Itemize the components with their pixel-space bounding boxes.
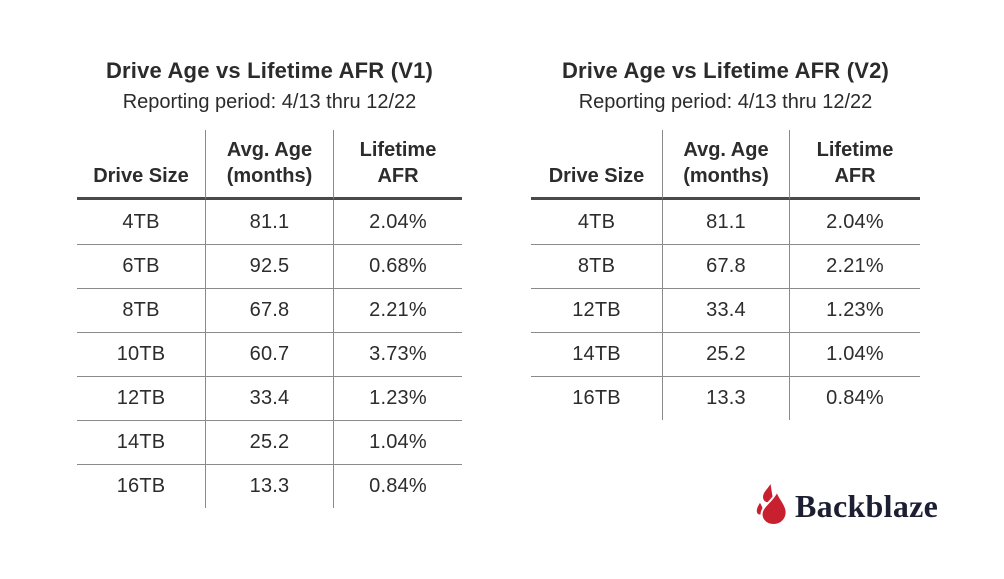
backblaze-wordmark: Backblaze — [795, 487, 939, 524]
column-header-drive-size: Drive Size — [77, 130, 206, 200]
cell-avg-age: 81.1 — [663, 200, 790, 244]
table-subtitle-v2: Reporting period: 4/13 thru 12/22 — [578, 91, 873, 113]
cell-lifetime-afr: 2.21% — [790, 244, 920, 288]
table-title-v1: Drive Age vs Lifetime AFR (V1) — [105, 58, 434, 83]
afr-table-v1: Drive Size Avg. Age (months) Lifetime AF… — [77, 130, 462, 508]
cell-drive-size: 4TB — [77, 200, 206, 244]
cell-drive-size: 12TB — [77, 376, 206, 420]
cell-avg-age: 92.5 — [206, 244, 334, 288]
cell-lifetime-afr: 3.73% — [334, 332, 462, 376]
cell-drive-size: 14TB — [531, 332, 663, 376]
cell-drive-size: 16TB — [531, 376, 663, 420]
cell-avg-age: 33.4 — [206, 376, 334, 420]
cell-lifetime-afr: 1.04% — [334, 420, 462, 464]
cell-avg-age: 13.3 — [206, 464, 334, 508]
cell-lifetime-afr: 1.23% — [334, 376, 462, 420]
cell-avg-age: 60.7 — [206, 332, 334, 376]
cell-lifetime-afr: 0.84% — [334, 464, 462, 508]
backblaze-logo: Backblaze — [751, 478, 938, 534]
column-header-lifetime-afr: Lifetime AFR — [334, 130, 462, 200]
cell-avg-age: 33.4 — [663, 288, 790, 332]
cell-lifetime-afr: 0.84% — [790, 376, 920, 420]
afr-table-v2: Drive Size Avg. Age (months) Lifetime AF… — [531, 130, 920, 420]
cell-lifetime-afr: 0.68% — [334, 244, 462, 288]
cell-avg-age: 25.2 — [663, 332, 790, 376]
cell-drive-size: 16TB — [77, 464, 206, 508]
column-header-avg-age: Avg. Age (months) — [206, 130, 334, 200]
backblaze-flame-icon — [751, 478, 788, 534]
cell-drive-size: 8TB — [531, 244, 663, 288]
cell-avg-age: 81.1 — [206, 200, 334, 244]
cell-lifetime-afr: 1.04% — [790, 332, 920, 376]
afr-table-panel-v2: Drive Age vs Lifetime AFR (V2) Reporting… — [531, 57, 920, 420]
cell-drive-size: 8TB — [77, 288, 206, 332]
table-subtitle-v1: Reporting period: 4/13 thru 12/22 — [122, 91, 417, 113]
cell-avg-age: 67.8 — [663, 244, 790, 288]
table-title-v2: Drive Age vs Lifetime AFR (V2) — [561, 58, 890, 83]
cell-avg-age: 67.8 — [206, 288, 334, 332]
cell-avg-age: 25.2 — [206, 420, 334, 464]
cell-drive-size: 12TB — [531, 288, 663, 332]
column-header-lifetime-afr: Lifetime AFR — [790, 130, 920, 200]
cell-avg-age: 13.3 — [663, 376, 790, 420]
cell-drive-size: 14TB — [77, 420, 206, 464]
column-header-avg-age: Avg. Age (months) — [663, 130, 790, 200]
afr-table-panel-v1: Drive Age vs Lifetime AFR (V1) Reporting… — [77, 57, 462, 508]
cell-drive-size: 4TB — [531, 200, 663, 244]
cell-lifetime-afr: 2.04% — [369, 210, 427, 233]
cell-drive-size: 10TB — [77, 332, 206, 376]
cell-lifetime-afr: 1.23% — [790, 288, 920, 332]
cell-drive-size: 6TB — [77, 244, 206, 288]
cell-lifetime-afr: 2.04% — [826, 210, 884, 233]
cell-lifetime-afr: 2.21% — [334, 288, 462, 332]
column-header-drive-size: Drive Size — [531, 130, 663, 200]
